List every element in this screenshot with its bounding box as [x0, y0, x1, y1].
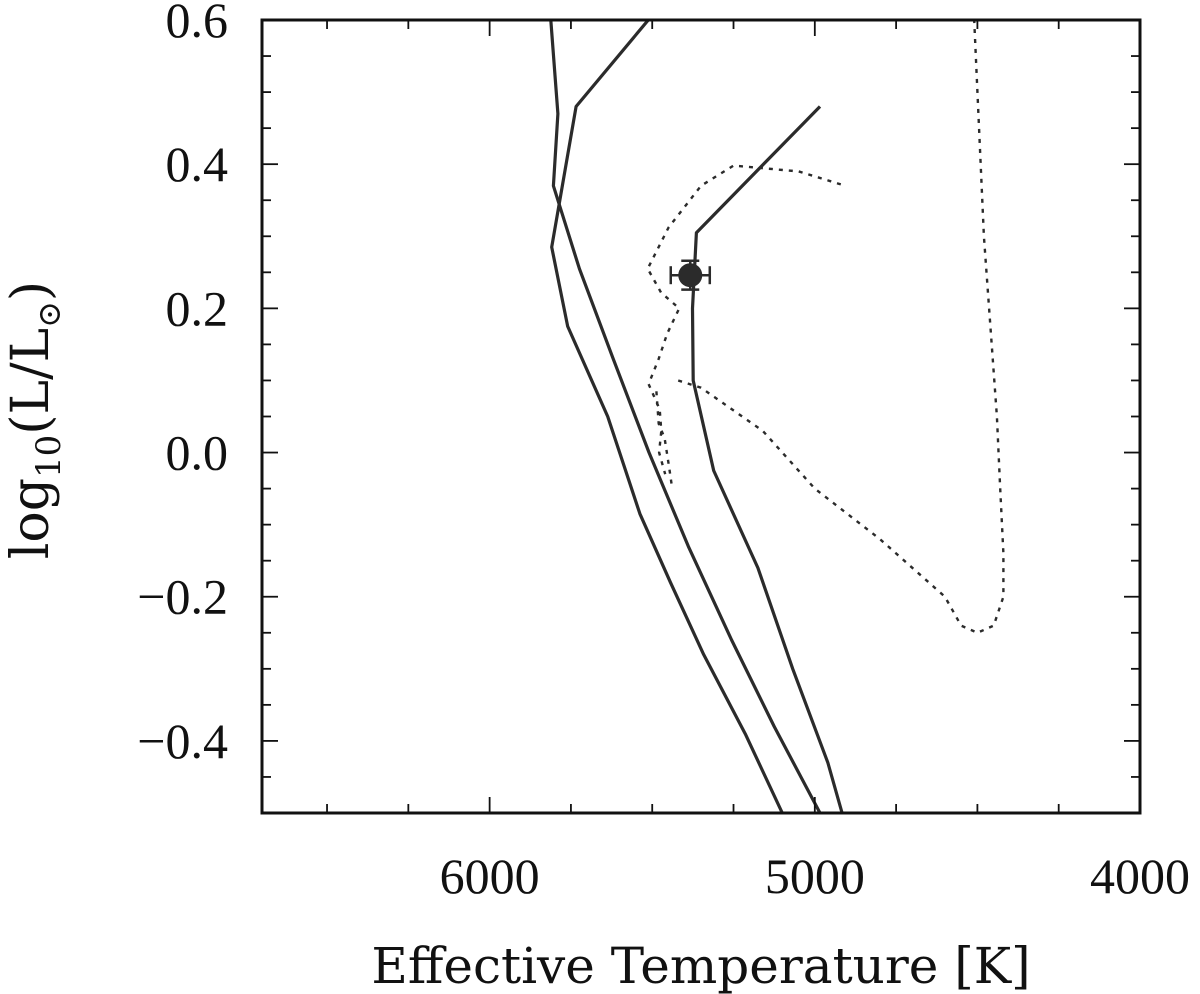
- data-point-1: [669, 259, 712, 291]
- dotted-track-5: [677, 20, 1005, 635]
- data-point-marker: [678, 263, 703, 288]
- tick-labels: 6000 5000 4000 0.6 0.4 0.2 0.0 −0.2 −0.4: [137, 0, 1190, 904]
- solid-track-2: [550, 20, 784, 813]
- dotted-track-6: [655, 391, 673, 486]
- y-tick-label: 0.0: [166, 425, 229, 481]
- y-tick-label: −0.2: [137, 569, 228, 625]
- y-axis-title-suffix: ): [1, 281, 61, 301]
- y-axis-title-sub2: ⊙: [30, 301, 68, 328]
- solid-track-3: [690, 105, 844, 813]
- y-axis-title: log10(L/L⊙): [1, 281, 69, 559]
- plot-content: [549, 20, 1005, 813]
- y-axis-title-sub1: 10: [29, 435, 69, 478]
- x-tick-label: 6000: [440, 848, 540, 904]
- x-axis-title: Effective Temperature [K]: [371, 937, 1030, 994]
- y-tick-label: 0.2: [166, 280, 229, 336]
- y-axis-title-mid: (L/L: [1, 328, 61, 435]
- plot-frame: [260, 18, 1142, 815]
- y-tick-label: 0.6: [166, 0, 229, 48]
- solid-track-1: [549, 20, 822, 813]
- y-tick-label: 0.4: [166, 136, 229, 192]
- y-axis-title-prefix: log: [1, 478, 61, 559]
- x-tick-label: 5000: [765, 848, 865, 904]
- dotted-track-4: [646, 164, 842, 475]
- y-tick-label: −0.4: [137, 713, 228, 769]
- x-tick-label: 4000: [1090, 848, 1190, 904]
